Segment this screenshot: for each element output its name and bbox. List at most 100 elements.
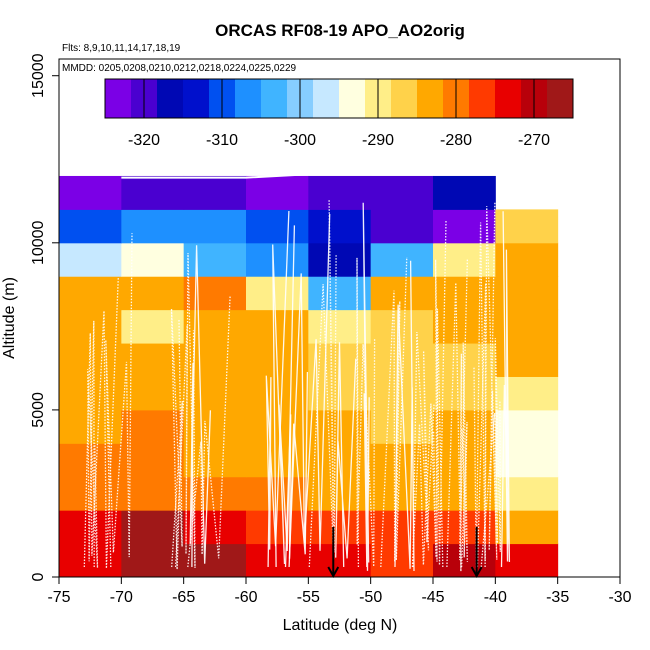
y-tick-label: 10000 [30, 220, 47, 265]
heatmap-cell [246, 409, 309, 444]
heatmap-cell [59, 209, 122, 244]
heatmap-cell [433, 209, 496, 244]
heatmap-cell [308, 543, 372, 578]
colorbar-swatch [235, 79, 262, 118]
heatmap-cell [308, 242, 372, 277]
flight-track [356, 257, 376, 568]
heatmap-cell [183, 175, 247, 210]
flight-track [272, 225, 296, 568]
heatmap-cell [59, 175, 122, 210]
flight-track [121, 173, 309, 179]
heatmap-cell [495, 309, 559, 344]
heatmap-cell [246, 276, 309, 311]
x-tick-label: -55 [297, 589, 320, 606]
location-arrow [327, 526, 340, 579]
x-tick-label: -75 [47, 589, 70, 606]
colorbar-swatch [313, 79, 340, 118]
flight-track [480, 338, 501, 568]
colorbar-swatch [495, 79, 522, 118]
heatmap-cell [246, 175, 309, 210]
colorbar-swatch [547, 79, 574, 118]
heatmap-cell [308, 209, 372, 244]
flight-track [189, 245, 212, 568]
colorbar-swatch [105, 79, 132, 118]
heatmap-cell [121, 242, 185, 277]
colorbar-tick-label: -320 [128, 132, 160, 149]
x-tick-label: -70 [110, 589, 133, 606]
heatmap-cell [370, 309, 434, 344]
heatmap-cell [183, 209, 247, 244]
flight-track [362, 202, 370, 571]
x-tick-label: -60 [234, 589, 257, 606]
flight-track [87, 320, 99, 568]
heatmap-cell [308, 476, 372, 511]
heatmap-cell [370, 276, 434, 311]
chart-title: ORCAS RF08-19 APO_AO2orig [215, 21, 465, 40]
heatmap-cell [308, 309, 372, 344]
x-axis: -75 -70 -65 -60 -55 -50 -45 -40 -35 -30 [47, 577, 632, 606]
flight-track [288, 213, 331, 568]
heatmap-cell [495, 242, 559, 277]
y-tick-label: 5000 [30, 392, 47, 428]
colorbar-tick-label: -270 [518, 132, 550, 149]
flight-track [412, 331, 435, 568]
y-tick-label: 0 [30, 572, 47, 581]
heatmap-cell [433, 175, 496, 210]
heatmap-cell [370, 510, 434, 545]
heatmap-cell [183, 543, 247, 578]
flights-annotation: Flts: 8,9,10,11,14,17,18,19 [62, 43, 181, 54]
heatmap-cell [308, 510, 372, 545]
heatmap-cell [495, 209, 559, 244]
flight-track [380, 256, 408, 568]
flight-track [335, 342, 357, 568]
x-tick-label: -50 [359, 589, 382, 606]
colorbar-swatch [183, 79, 210, 118]
heatmap-cell [121, 175, 185, 210]
heatmap-cell [121, 543, 185, 578]
flight-track [446, 258, 469, 572]
heatmap-cell [246, 242, 309, 277]
colorbar-swatch [469, 79, 496, 118]
flight-track [460, 342, 469, 568]
x-tick-label: -45 [421, 589, 444, 606]
heatmap-cell [370, 175, 434, 210]
heatmap-cell [433, 242, 496, 277]
colorbar-swatch [417, 79, 444, 118]
heatmap-cell [370, 409, 434, 444]
heatmap-cell [370, 209, 434, 244]
heatmap-cell [121, 476, 185, 511]
heatmap-cell [59, 343, 122, 377]
heatmap-cell [370, 476, 434, 511]
colorbar-tick-label: -300 [284, 132, 316, 149]
colorbar: -320 -310 -300 -290 -280 -270 [104, 78, 574, 149]
heatmap-cell [59, 276, 122, 311]
x-tick-label: -30 [608, 589, 631, 606]
location-arrow [470, 526, 483, 579]
heatmap-cell [370, 343, 434, 377]
heatmap-cell [495, 543, 559, 578]
location-arrows [327, 526, 483, 579]
heatmap-cell [59, 476, 122, 511]
flight-track [170, 308, 183, 570]
heatmap-cell [370, 242, 434, 277]
y-tick-label: 15000 [30, 53, 47, 98]
heatmap-cell [183, 276, 247, 311]
colorbar-swatch [391, 79, 418, 118]
y-axis-label: Altitude (m) [1, 277, 18, 359]
x-tick-label: -35 [546, 589, 569, 606]
heatmap-cell [495, 343, 559, 377]
heatmap-cell [183, 309, 247, 344]
colorbar-swatch [339, 79, 366, 118]
heatmap-cell [246, 543, 309, 578]
flight-track [265, 210, 290, 568]
flight-track [187, 296, 231, 568]
heatmap-cells [59, 175, 559, 578]
heatmap-cell [308, 175, 372, 210]
heatmap-cell [246, 209, 309, 244]
y-axis: 0 5000 10000 15000 [30, 53, 59, 581]
colorbar-swatch [157, 79, 184, 118]
flight-track [105, 233, 133, 568]
colorbar-frame [104, 78, 574, 119]
heatmap-cell [59, 242, 122, 277]
